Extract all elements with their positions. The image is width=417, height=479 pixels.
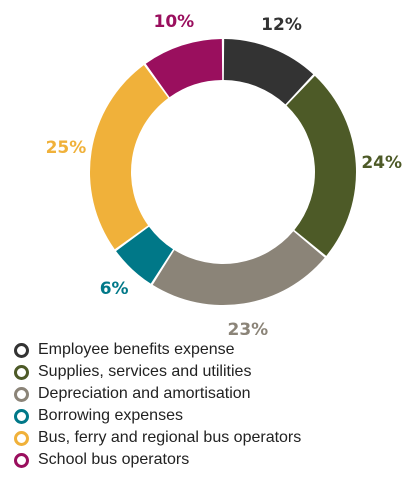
legend-label: School bus operators: [38, 451, 190, 468]
data-label-employee-benefits-expense: 12%: [261, 15, 302, 35]
legend-item-bus-ferry-and-regional-bus-operators: Bus, ferry and regional bus operators: [14, 427, 301, 449]
data-label-bus-ferry-and-regional-bus-operators: 25%: [46, 138, 87, 158]
donut-slice-bus-ferry-and-regional-bus-operators: [89, 65, 169, 250]
donut-slice-school-bus-operators: [145, 39, 223, 98]
legend-label: Employee benefits expense: [38, 341, 235, 358]
legend-label: Supplies, services and utilities: [38, 363, 252, 380]
donut-slice-supplies-services-and-utilities: [286, 75, 356, 256]
data-label-school-bus-operators: 10%: [154, 12, 195, 32]
legend-marker-icon: [14, 408, 29, 424]
legend-marker-icon: [14, 452, 29, 468]
legend-marker-icon: [14, 386, 29, 402]
data-label-depreciation-and-amortisation: 23%: [228, 320, 269, 335]
donut-slice-employee-benefits-expense: [223, 39, 314, 105]
legend-item-borrowing-expenses: Borrowing expenses: [14, 405, 301, 427]
legend-label: Borrowing expenses: [38, 407, 183, 424]
legend-marker-icon: [14, 342, 29, 358]
chart-legend: Employee benefits expense Supplies, servi…: [14, 339, 301, 471]
legend-item-employee-benefits-expense: Employee benefits expense: [14, 339, 301, 361]
donut-slice-borrowing-expenses: [116, 226, 174, 284]
data-label-borrowing-expenses: 6%: [100, 279, 129, 299]
legend-item-school-bus-operators: School bus operators: [14, 449, 301, 471]
donut-chart-svg: 12% 24% 23% 6% 25% 10%: [46, 12, 402, 340]
legend-marker-icon: [14, 430, 29, 446]
legend-item-supplies-services-and-utilities: Supplies, services and utilities: [14, 361, 301, 383]
legend-item-depreciation-and-amortisation: Depreciation and amortisation: [14, 383, 301, 405]
donut-chart: 12% 24% 23% 6% 25% 10%: [46, 12, 402, 340]
legend-marker-icon: [14, 364, 29, 380]
legend-label: Depreciation and amortisation: [38, 385, 251, 402]
data-label-supplies-services-and-utilities: 24%: [361, 153, 402, 173]
donut-slice-depreciation-and-amortisation: [152, 231, 325, 305]
legend-label: Bus, ferry and regional bus operators: [38, 429, 302, 446]
